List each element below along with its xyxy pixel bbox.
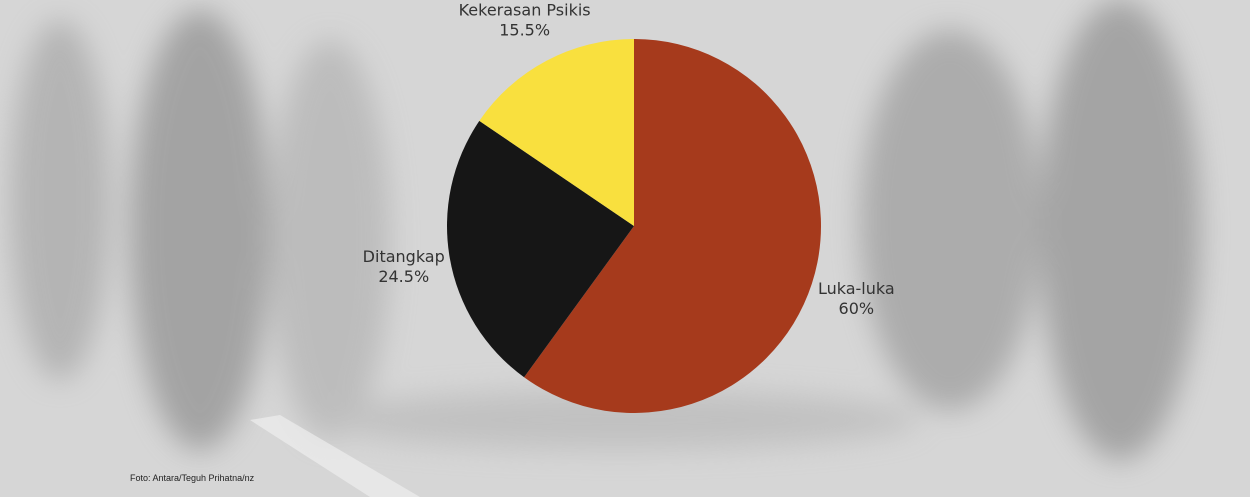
photo-credit: Foto: Antara/Teguh Prihatna/nz — [130, 473, 255, 483]
slice-value-label: 24.5% — [378, 267, 429, 286]
pie — [447, 39, 821, 413]
slice-label: Kekerasan Psikis — [459, 0, 591, 19]
slice-value-label: 15.5% — [499, 20, 550, 39]
chart: Foto: Antara/Teguh Prihatna/nz Luka-luka… — [0, 0, 1250, 497]
page: Foto: Antara/Teguh Prihatna/nz Luka-luka… — [0, 0, 1250, 497]
slice-label: Ditangkap — [363, 247, 445, 266]
slice-value-label: 60% — [839, 299, 875, 318]
slice-label: Luka-luka — [818, 279, 895, 298]
